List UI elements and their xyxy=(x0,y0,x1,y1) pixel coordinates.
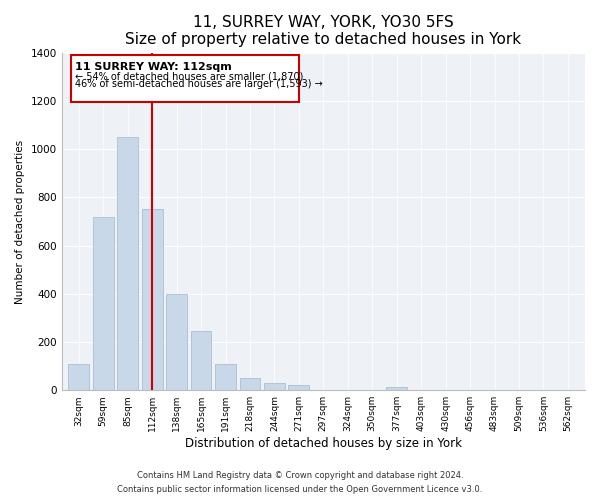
Bar xyxy=(68,364,89,390)
Bar xyxy=(215,364,236,390)
Text: 46% of semi-detached houses are larger (1,593) →: 46% of semi-detached houses are larger (… xyxy=(75,79,323,89)
Bar xyxy=(239,378,260,390)
FancyBboxPatch shape xyxy=(71,55,299,102)
Text: 11 SURREY WAY: 112sqm: 11 SURREY WAY: 112sqm xyxy=(75,62,232,72)
Text: ← 54% of detached houses are smaller (1,870): ← 54% of detached houses are smaller (1,… xyxy=(75,72,304,82)
Title: 11, SURREY WAY, YORK, YO30 5FS
Size of property relative to detached houses in Y: 11, SURREY WAY, YORK, YO30 5FS Size of p… xyxy=(125,15,521,48)
Text: Contains public sector information licensed under the Open Government Licence v3: Contains public sector information licen… xyxy=(118,486,482,494)
Bar xyxy=(118,137,138,390)
Bar xyxy=(142,210,163,390)
Bar xyxy=(264,384,285,390)
Bar xyxy=(166,294,187,390)
Text: Contains HM Land Registry data © Crown copyright and database right 2024.: Contains HM Land Registry data © Crown c… xyxy=(137,470,463,480)
Bar xyxy=(93,216,113,390)
Bar xyxy=(191,331,211,390)
Bar xyxy=(289,385,309,390)
Bar xyxy=(386,386,407,390)
Y-axis label: Number of detached properties: Number of detached properties xyxy=(15,140,25,304)
X-axis label: Distribution of detached houses by size in York: Distribution of detached houses by size … xyxy=(185,437,462,450)
